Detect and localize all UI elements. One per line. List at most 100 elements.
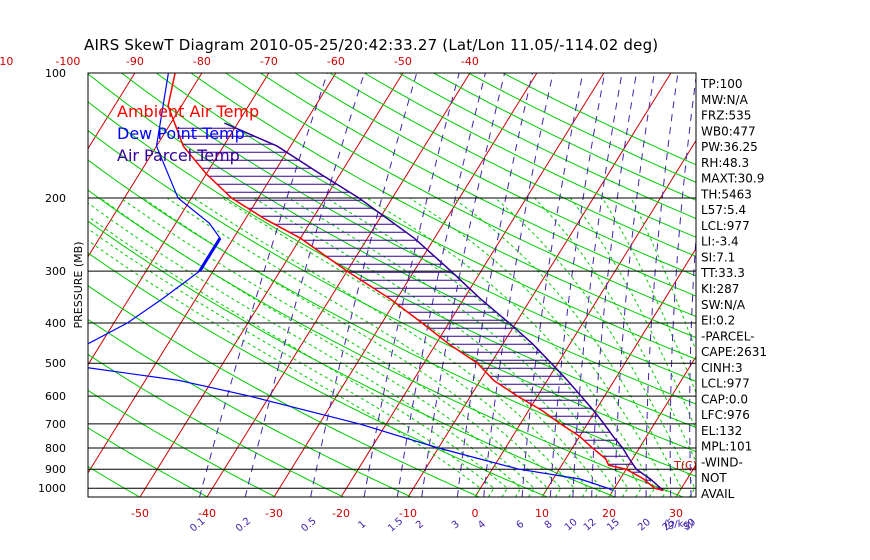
- moist-adiabat-line: [120, 197, 549, 497]
- pressure-tick-label: 700: [45, 418, 66, 431]
- dewpoint-thick-segment: [198, 237, 222, 272]
- moist-adiabat-line: [88, 215, 508, 497]
- mixing-ratio-line: [363, 73, 460, 497]
- moist-adiabat-line: [222, 197, 602, 497]
- index-label: MPL:101: [701, 440, 752, 454]
- mixing-ratio-tick-label: 3: [450, 519, 462, 532]
- bottom-temp-tick-label: -20: [332, 507, 350, 520]
- mixing-ratio-tick-label: 4: [476, 519, 488, 532]
- pressure-tick-label: 1000: [38, 482, 66, 495]
- index-label: -PARCEL-: [701, 329, 755, 343]
- moist-adiabat-line: [166, 197, 575, 497]
- dry-adiabat-line: [88, 73, 696, 405]
- mixing-ratio-tick-label: 0.2: [234, 516, 253, 535]
- mixing-ratio-line: [396, 73, 486, 497]
- mixing-ratio-line: [669, 73, 696, 497]
- mixing-ratio-tick-label: 12: [582, 517, 599, 534]
- pressure-tick-label: 100: [45, 67, 66, 80]
- x-unit-label: T(C): [673, 459, 697, 472]
- top-temp-tick-label: -70: [260, 55, 278, 68]
- index-label: -WIND-: [701, 455, 743, 469]
- bottom-temp-tick-label: 0: [472, 507, 479, 520]
- mixing-ratio-tick-label: 2: [414, 519, 426, 532]
- dry-adiabat-line: [88, 101, 696, 429]
- plot-frame: [87, 72, 697, 498]
- mixing-ratio-tick-label: 6: [515, 519, 527, 532]
- mixing-ratio-tick-label: 20: [636, 517, 653, 534]
- index-label: PW:36.25: [701, 140, 758, 154]
- pressure-tick-label: 500: [45, 357, 66, 370]
- top-temp-tick-label: -90: [126, 55, 144, 68]
- dry-adiabat-line: [190, 73, 696, 339]
- isotherm-line: [88, 73, 203, 258]
- dry-adiabat-line: [0, 73, 4, 497]
- dry-adiabat-line: [88, 318, 412, 497]
- index-label: TT:33.3: [700, 266, 745, 280]
- index-label: LCL:977: [701, 377, 750, 391]
- isotherm-line: [273, 73, 538, 497]
- moist-adiabat-line: [569, 197, 696, 431]
- moist-adiabat-line: [193, 197, 589, 497]
- index-label: MW:N/A: [701, 93, 749, 107]
- isotherm-line: [743, 73, 870, 497]
- moist-adiabat-line: [452, 197, 683, 497]
- dry-adiabat-line: [155, 73, 696, 360]
- legend-item: Ambient Air Temp: [117, 102, 259, 121]
- ambient-temp-line: [167, 73, 664, 492]
- moist-adiabat-line: [88, 202, 522, 497]
- mixing-ratio-line: [591, 73, 637, 497]
- isotherm-line: [88, 73, 270, 366]
- isotherm-line: [340, 73, 605, 497]
- index-label: FRZ:535: [701, 109, 751, 123]
- index-label: TH:5463: [700, 187, 752, 201]
- index-label: LCL:977: [701, 219, 750, 233]
- dry-adiabat-line: [88, 129, 696, 453]
- dewpoint-line: [88, 73, 614, 492]
- dry-adiabat-line: [88, 427, 208, 497]
- pressure-tick-label: 300: [45, 265, 66, 278]
- isotherm-line: [88, 73, 337, 474]
- isotherm-line: [139, 73, 404, 497]
- mixing-ratio-line: [244, 73, 365, 497]
- mixing-unit-label: (g/kg): [664, 519, 694, 530]
- moist-adiabat-line: [409, 197, 669, 497]
- moist-adiabat-line: [253, 197, 616, 497]
- pressure-tick-label: 200: [45, 192, 66, 205]
- mixing-ratio-tick-label: 10: [563, 517, 580, 534]
- mixing-ratio-line: [572, 73, 623, 497]
- isotherm-line: [608, 355, 696, 497]
- pressure-tick-label: 800: [45, 442, 66, 455]
- bottom-temp-tick-label: 20: [602, 507, 616, 520]
- isotherm-line: [206, 73, 471, 497]
- index-label: SI:7.1: [701, 250, 735, 264]
- top-temp-tick-label: -110: [0, 55, 13, 68]
- mixing-ratio-line: [483, 73, 554, 497]
- dry-adiabat-line: [0, 73, 72, 497]
- isotherm-line: [88, 73, 136, 150]
- index-label: SW:N/A: [701, 298, 746, 312]
- mixing-ratio-line: [549, 73, 606, 497]
- dry-adiabat-line: [502, 73, 696, 166]
- mixing-ratio-tick-label: 0.5: [299, 516, 318, 535]
- legend-item: Air Parcel Temp: [117, 146, 240, 165]
- dry-adiabat-line: [225, 73, 696, 318]
- legend-item: Dew Point Temp: [117, 124, 245, 143]
- dry-adiabat-line: [88, 389, 276, 497]
- index-label: MAXT:30.9: [701, 172, 764, 186]
- mixing-ratio-line: [310, 73, 418, 497]
- dry-adiabat-line: [88, 285, 480, 497]
- index-label: L57:5.4: [701, 203, 746, 217]
- index-label: RH:48.3: [701, 156, 749, 170]
- dry-adiabat-line: [88, 353, 344, 497]
- bottom-temp-tick-label: 10: [535, 507, 549, 520]
- bottom-temp-tick-label: -30: [265, 507, 283, 520]
- mixing-ratio-tick-label: 1: [357, 519, 369, 532]
- index-label: KI:287: [701, 282, 739, 296]
- mixing-ratio-line: [521, 73, 584, 497]
- index-label: CAP:0.0: [701, 392, 748, 406]
- mixing-ratio-line: [645, 73, 679, 497]
- moist-adiabat-line: [326, 197, 642, 497]
- dry-adiabat-line: [294, 73, 696, 277]
- mixing-ratio-line: [456, 73, 533, 497]
